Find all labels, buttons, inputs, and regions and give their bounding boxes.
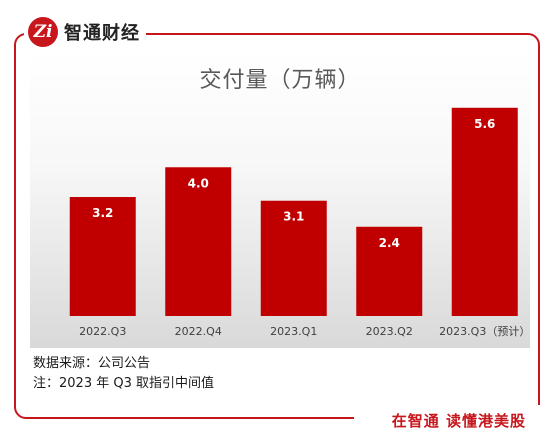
- chart-area: 交付量（万辆） 3.2 2022.Q3 4.0 2022.Q4 3.1 2023.Q1 2.…: [30, 52, 530, 348]
- x-tick-label-1: 2022.Q4: [175, 325, 222, 338]
- data-label-0: 3.2: [92, 206, 113, 220]
- data-label-1: 4.0: [188, 176, 209, 190]
- source-note: 数据来源：公司公告: [33, 356, 151, 371]
- x-tick-label-2: 2023.Q1: [270, 325, 317, 338]
- bar-1: [165, 167, 232, 316]
- slogan: 在智通 读懂港美股: [391, 411, 526, 430]
- data-label-3: 2.4: [379, 236, 400, 250]
- slogan-box: 在智通 读懂港美股: [354, 405, 540, 435]
- x-tick-label-4: 2023.Q3（预计）: [439, 325, 530, 338]
- notes: 数据来源：公司公告 注：2023 年 Q3 取指引中间值: [33, 354, 214, 394]
- brand-logo: Zi: [28, 17, 58, 47]
- chart-title: 交付量（万辆）: [199, 68, 361, 93]
- brand-header: Zi 智通财经: [24, 14, 146, 50]
- x-tick-label-0: 2022.Q3: [79, 325, 126, 338]
- bar-3: [356, 226, 423, 316]
- x-tick-label-3: 2023.Q2: [366, 325, 413, 338]
- bar-0: [69, 197, 136, 316]
- brand-name: 智通财经: [64, 23, 140, 44]
- card-frame: [14, 33, 540, 419]
- data-label-4: 5.6: [474, 117, 495, 131]
- footnote: 注：2023 年 Q3 取指引中间值: [33, 376, 214, 391]
- data-label-2: 3.1: [283, 210, 304, 224]
- bar-2: [260, 200, 327, 316]
- bar-chart: 3.2 2022.Q3 4.0 2022.Q4 3.1 2023.Q1 2.4 2023.Q2…: [69, 107, 530, 338]
- bar-4: [451, 107, 518, 316]
